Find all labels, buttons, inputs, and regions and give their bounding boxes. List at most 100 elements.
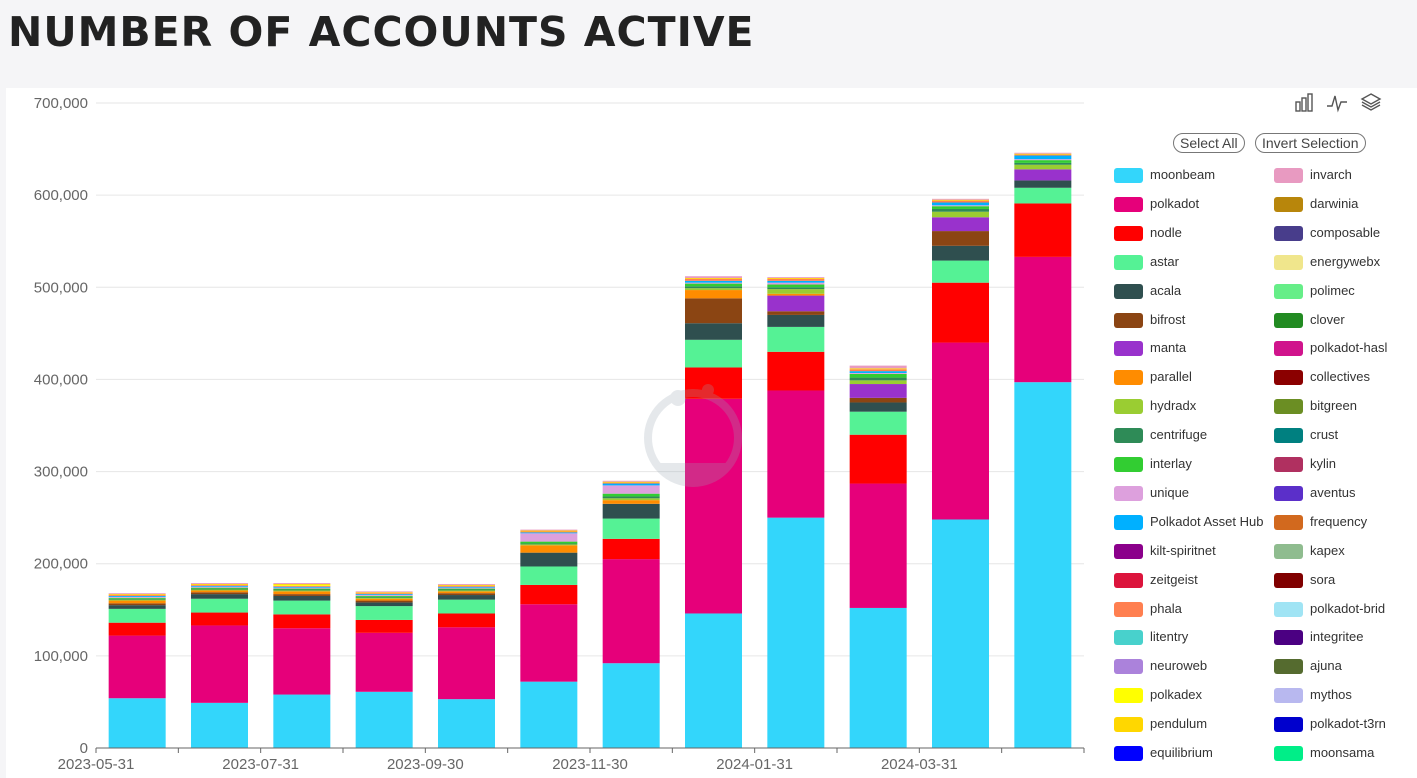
bar-segment-pendulum[interactable] [685,278,742,279]
bar-segment-polkadot[interactable] [438,627,495,700]
bar-segment-invarch[interactable] [849,365,907,369]
bar-segment-interlay[interactable] [520,541,578,544]
bar-segment-parallel[interactable] [685,290,742,299]
bar-segment-astar[interactable] [1014,187,1072,204]
bar-segment-centrifuge[interactable] [767,287,825,290]
bar-segment-unique[interactable] [849,372,907,374]
bar-segment-manta[interactable] [767,295,825,312]
bar-segment-polkadot[interactable] [1014,256,1072,383]
bar-segment-invarch[interactable] [355,591,413,593]
bar-segment-astar[interactable] [520,566,578,585]
bar-segment-phala[interactable] [273,585,331,587]
bar-segment-astar[interactable] [273,600,331,615]
bar-segment-moonbeam[interactable] [520,681,578,748]
bar-segment-interlay[interactable] [438,588,495,590]
bar-segment-hydradx[interactable] [932,211,989,218]
bar-segment-hydradx[interactable] [602,498,660,501]
bar-segment-polkadot-asset-hub[interactable] [849,371,907,373]
bar-segment-phala[interactable] [438,585,495,587]
bar-segment-hydradx[interactable] [849,380,907,385]
bar-segment-bifrost[interactable] [355,600,413,603]
bar-segment-polkadot-asset-hub[interactable] [191,585,248,587]
bar-segment-polkadot-asset-hub[interactable] [108,595,166,597]
bar-segment-bifrost[interactable] [685,298,742,324]
bar-segment-unique[interactable] [438,587,495,589]
bar-segment-astar[interactable] [685,339,742,368]
bar-segment-astar[interactable] [932,260,989,283]
bar-segment-bifrost[interactable] [108,603,166,606]
bar-segment-phala[interactable] [520,531,578,533]
bar-segment-interlay[interactable] [849,373,907,378]
bar-segment-centrifuge[interactable] [1014,162,1072,165]
bar-segment-hydradx[interactable] [1014,164,1072,170]
bar-segment-moonbeam[interactable] [767,517,825,748]
bar-segment-nodle[interactable] [438,613,495,628]
bar-segment-parallel[interactable] [520,545,578,553]
bar-segment-phala[interactable] [1014,154,1072,156]
bar-segment-moonbeam[interactable] [849,607,907,748]
bar-segment-phala[interactable] [355,593,413,595]
bar-segment-polkadot[interactable] [685,398,742,614]
bar-segment-unique[interactable] [932,205,989,207]
bar-segment-nodle[interactable] [1014,203,1072,257]
bar-segment-bifrost[interactable] [849,397,907,403]
bar-segment-moonbeam[interactable] [355,691,413,748]
bar-segment-unique[interactable] [520,533,578,542]
bar-segment-bifrost[interactable] [932,231,989,246]
select-all-button[interactable]: Select All [1173,133,1245,153]
bar-segment-astar[interactable] [355,606,413,620]
bar-segment-moonbeam[interactable] [932,519,989,748]
bar-segment-centrifuge[interactable] [438,589,495,591]
bar-segment-polkadot-asset-hub[interactable] [602,483,660,486]
bar-segment-acala[interactable] [849,402,907,412]
bar-segment-nodle[interactable] [767,351,825,391]
bar-segment-invarch[interactable] [438,583,495,585]
bar-segment-phala[interactable] [602,482,660,484]
bar-segment-centrifuge[interactable] [273,589,331,591]
bar-segment-polkadex[interactable] [273,584,331,586]
bar-segment-astar[interactable] [767,326,825,352]
bar-segment-polkadot-asset-hub[interactable] [520,532,578,534]
bar-segment-polkadot[interactable] [849,483,907,608]
line-chart-icon[interactable] [1326,92,1348,114]
bar-segment-polkadot[interactable] [355,632,413,692]
bar-segment-invarch[interactable] [191,583,248,584]
bar-segment-astar[interactable] [849,411,907,435]
bar-segment-interlay[interactable] [108,597,166,599]
bar-segment-parallel[interactable] [767,293,825,296]
bar-segment-polkadot-asset-hub[interactable] [767,280,825,283]
bar-segment-nodle[interactable] [849,434,907,484]
bar-segment-nodle[interactable] [191,612,248,626]
bar-segment-unique[interactable] [191,586,248,588]
bar-segment-centrifuge[interactable] [520,543,578,545]
bar-segment-interlay[interactable] [191,587,248,589]
bar-segment-astar[interactable] [438,599,495,614]
bar-segment-centrifuge[interactable] [191,588,248,590]
bar-segment-invarch[interactable] [520,529,578,531]
bar-segment-polkadot-asset-hub[interactable] [932,202,989,206]
bar-segment-bifrost[interactable] [273,594,331,596]
bar-segment-astar[interactable] [191,598,248,613]
bar-segment-polkadot-asset-hub[interactable] [438,586,495,588]
bar-segment-nodle[interactable] [108,622,166,636]
bar-segment-nodle[interactable] [520,584,578,605]
bar-segment-nodle[interactable] [273,614,331,629]
bar-segment-unique[interactable] [685,282,742,284]
bar-segment-pendulum[interactable] [767,278,825,279]
bar-segment-parallel[interactable] [355,598,413,601]
bar-segment-parallel[interactable] [602,500,660,504]
bar-segment-pendulum[interactable] [108,594,166,596]
bar-segment-interlay[interactable] [767,284,825,288]
bar-segment-centrifuge[interactable] [849,377,907,381]
bar-segment-polkadot-asset-hub[interactable] [685,280,742,283]
bar-segment-polkadot-asset-hub[interactable] [1014,155,1072,160]
bar-segment-nodle[interactable] [355,619,413,633]
bar-segment-centrifuge[interactable] [932,208,989,212]
bar-segment-phala[interactable] [767,278,825,281]
bar-segment-bifrost[interactable] [767,311,825,315]
bar-segment-moonbeam[interactable] [602,663,660,748]
bar-segment-interlay[interactable] [932,206,989,209]
bar-segment-nodle[interactable] [685,367,742,399]
bar-segment-bifrost[interactable] [438,593,495,596]
bar-segment-interlay[interactable] [685,283,742,287]
